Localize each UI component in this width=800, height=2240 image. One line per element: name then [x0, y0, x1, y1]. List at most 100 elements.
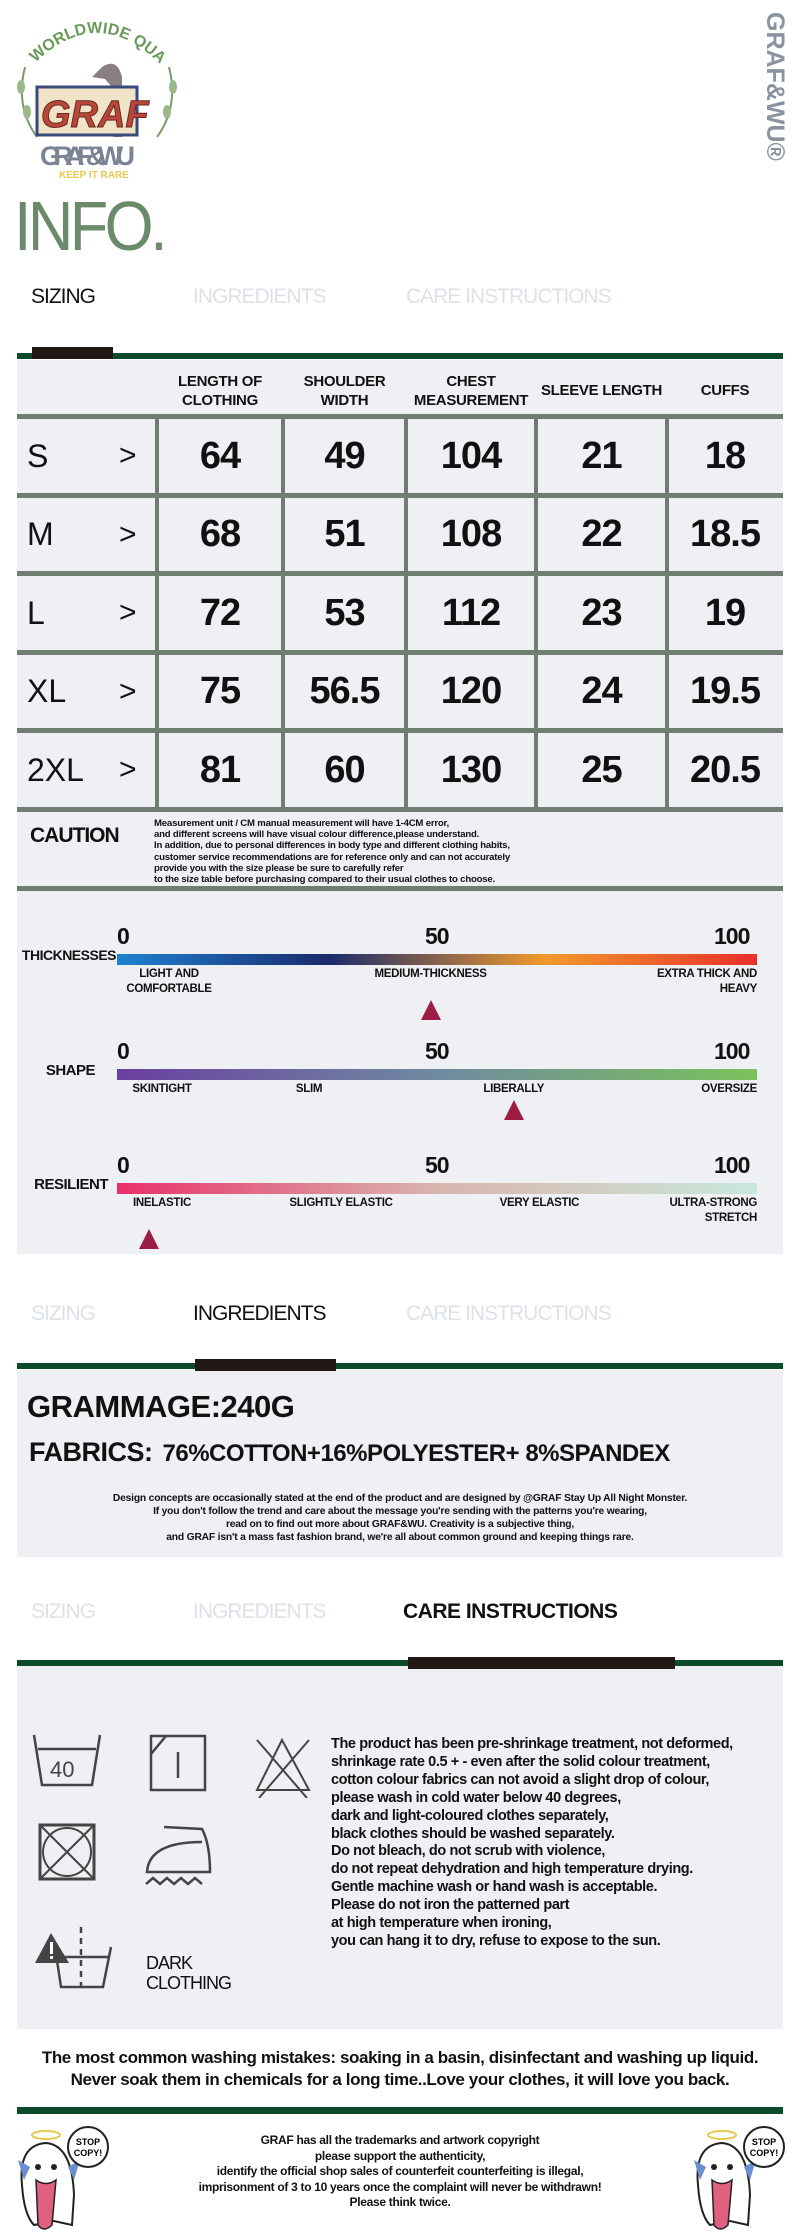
size-name: M — [27, 516, 54, 552]
size-value: 56.5 — [309, 670, 381, 712]
footer-line: Please think twice. — [349, 2195, 451, 2209]
size-name: S — [27, 437, 49, 474]
logo-tagline: KEEP IT RARE — [59, 170, 129, 181]
size-value: 19 — [704, 591, 746, 634]
ingredients-panel — [17, 1370, 783, 1557]
gauge-mark-label: MEDIUM-THICKNESS — [374, 968, 487, 980]
gauge-mark-label: OVERSIZE — [701, 1083, 757, 1095]
size-label: S > — [27, 419, 147, 493]
column-divider — [404, 414, 408, 807]
design-note: Design concepts are occasionally stated … — [17, 1492, 783, 1544]
grammage-value: 240G — [220, 1389, 295, 1424]
size-value: 22 — [581, 513, 622, 555]
size-label: XL > — [27, 655, 147, 729]
gauge-mark-label: LIBERALLY — [483, 1083, 545, 1095]
size-value: 19.5 — [690, 670, 761, 712]
footer-divider — [17, 2107, 783, 2114]
care-line: Please do not iron the patterned part — [331, 1897, 570, 1914]
footer-line: GRAF has all the trademarks and artwork … — [260, 2133, 540, 2147]
arrow-icon: > — [119, 517, 137, 551]
size-value: 72 — [199, 591, 241, 634]
gauge-label: RESILIENT — [34, 1176, 108, 1193]
no-bleach-icon — [255, 1738, 311, 1798]
row-divider — [17, 492, 783, 498]
svg-text:STOP: STOP — [76, 2137, 100, 2147]
tab-sizing[interactable]: SIZING — [31, 1302, 96, 1325]
caution-text: Measurement unit / CM manual measurement… — [154, 818, 510, 885]
wash-40-icon: 40 — [32, 1734, 102, 1787]
size-value: 130 — [440, 748, 502, 791]
column-divider — [155, 414, 159, 807]
active-tab-indicator — [195, 1359, 336, 1371]
gauge-mark-label: SLIM — [295, 1083, 323, 1095]
column-header: LENGTH OF CLOTHING — [178, 372, 262, 409]
gauge-label: THICKNESSES — [21, 947, 117, 963]
row-divider — [17, 414, 783, 419]
logo-name-text: GRAF&WU — [40, 141, 135, 171]
care-line: dark and light-coloured clothes separate… — [331, 1807, 609, 1824]
tab-care-instructions[interactable]: CARE INSTRUCTIONS — [403, 1600, 618, 1623]
care-line: Gentle machine wash or hand wash is acce… — [331, 1879, 658, 1896]
stop-copy-ghost-icon: STOP COPY! — [694, 2126, 785, 2230]
gauge-value-marker — [139, 1229, 159, 1249]
size-value: 51 — [324, 513, 365, 555]
tab-care-instructions[interactable]: CARE INSTRUCTIONS — [406, 1302, 612, 1325]
footer-line: identify the official shop sales of coun… — [216, 2164, 584, 2178]
gauge-mark-label: SLIGHTLY ELASTIC — [289, 1197, 393, 1209]
gauge-scale-label: 50 — [425, 1038, 450, 1064]
row-divider — [17, 728, 783, 733]
gauge-mark-label: SKINTIGHT — [132, 1083, 192, 1095]
caution-title: CAUTION — [30, 824, 120, 847]
tab-sizing[interactable]: SIZING — [31, 285, 96, 308]
caution-line: provide you with the size please be sure… — [154, 862, 404, 874]
tab-ingredients[interactable]: INGREDIENTS — [193, 1302, 327, 1325]
caution-line: customer service recommendations are for… — [154, 851, 511, 863]
note-line: If you don't follow the trend and care a… — [153, 1506, 647, 1517]
row-divider — [17, 571, 783, 576]
size-label: 2XL > — [27, 733, 147, 807]
size-value: 18 — [704, 434, 746, 477]
size-value: 53 — [324, 591, 365, 634]
gauge-bar — [117, 1183, 757, 1194]
note-line: read on to find out more about GRAF&WU. … — [225, 1519, 575, 1530]
row-divider — [17, 649, 783, 655]
gauge-scale-label: 50 — [425, 923, 450, 949]
care-line: shrinkage rate 0.5 + - even after the so… — [331, 1753, 710, 1770]
gauge-mark-label: ULTRA-STRONG STRETCH — [669, 1197, 757, 1224]
size-value: 108 — [440, 513, 502, 555]
caution-line: and different screens will have visual c… — [154, 829, 480, 841]
gauge-mark-label: LIGHT AND COMFORTABLE — [126, 968, 212, 995]
caution-line: Measurement unit / CM manual measurement… — [154, 818, 450, 829]
section-divider — [17, 353, 783, 359]
page-title: INFO. — [14, 187, 168, 265]
tab-care-instructions[interactable]: CARE INSTRUCTIONS — [406, 285, 612, 308]
column-divider — [665, 414, 669, 807]
tab-sizing[interactable]: SIZING — [31, 1600, 96, 1623]
copyright-notice: GRAF has all the trademarks and artwork … — [0, 2133, 800, 2211]
tab-ingredients[interactable]: INGREDIENTS — [193, 285, 327, 308]
wash-temp: 40 — [50, 1757, 74, 1782]
svg-text:COPY!: COPY! — [74, 2148, 103, 2158]
tab-ingredients[interactable]: INGREDIENTS — [193, 1600, 327, 1623]
gauge-scale-label: 100 — [714, 1152, 750, 1178]
arrow-icon: > — [119, 439, 137, 472]
arrow-icon: > — [119, 674, 137, 708]
care-panel — [17, 1664, 783, 2029]
gauge-value-marker — [420, 1000, 441, 1020]
footer-line: imprisonment of 3 to 10 years once the c… — [198, 2179, 602, 2194]
stop-copy-ghost-icon: STOP COPY! — [18, 2126, 109, 2230]
size-value: 23 — [581, 591, 622, 634]
care-line: cotton colour fabrics can not avoid a sl… — [331, 1771, 710, 1788]
care-line: please wash in cold water below 40 degre… — [331, 1789, 621, 1806]
arrow-icon: > — [119, 596, 137, 629]
mistakes-line: The most common washing mistakes: soakin… — [41, 2048, 759, 2067]
gauge-label: SHAPE — [45, 1062, 96, 1079]
side-brand-mark: GRAF&WU® — [755, 12, 795, 247]
dark-clothing-label: DARK CLOTHING — [146, 1953, 232, 1993]
mistakes-line: Never soak them in chemicals for a long … — [70, 2070, 730, 2089]
section-divider — [17, 1363, 783, 1369]
gauge-scale-label: 50 — [425, 1152, 450, 1178]
grammage-label: GRAMMAGE: — [27, 1389, 221, 1424]
fabrics: FABRICS: 76%COTTON+16%POLYESTER+ 8%SPANDE… — [29, 1437, 670, 1468]
care-line: The product has been pre-shrinkage treat… — [331, 1736, 733, 1752]
